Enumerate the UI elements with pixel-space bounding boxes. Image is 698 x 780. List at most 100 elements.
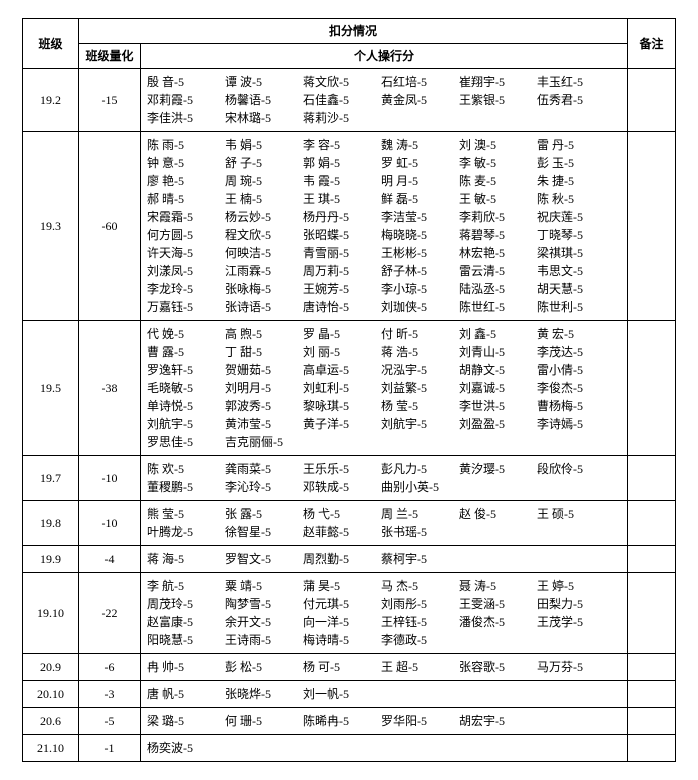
person-entry: 梅晓晓-5 [381, 226, 459, 244]
person-entry: 蒋文欣-5 [303, 73, 381, 91]
person-entry: 李沁玲-5 [225, 478, 303, 496]
quant-cell: -5 [79, 708, 141, 735]
table-row: 19.9-4蒋 海-5罗智文-5周烈勤-5蔡柯宇-5 [23, 546, 676, 573]
person-entry: 李 容-5 [303, 136, 381, 154]
person-entry: 粟 靖-5 [225, 577, 303, 595]
person-entry: 雷 丹-5 [537, 136, 615, 154]
person-entry: 郭波秀-5 [225, 397, 303, 415]
person-entry: 刘明月-5 [225, 379, 303, 397]
person-entry: 罗思佳-5 [147, 433, 225, 451]
header-deduction: 扣分情况 [79, 19, 628, 44]
person-entry: 刘雨彤-5 [381, 595, 459, 613]
person-entry: 王 婷-5 [537, 577, 615, 595]
person-entry: 高 煦-5 [225, 325, 303, 343]
person-entry: 刘一帆-5 [303, 685, 381, 703]
person-entry: 徐智星-5 [225, 523, 303, 541]
person-entry: 陈世利-5 [537, 298, 615, 316]
person-entry: 李龙玲-5 [147, 280, 225, 298]
person-entry: 刘 澳-5 [459, 136, 537, 154]
detail-cell: 熊 莹-5张 露-5杨 弋-5周 兰-5赵 俊-5王 硕-5叶腾龙-5徐智星-5… [141, 501, 628, 546]
table-row: 19.8-10熊 莹-5张 露-5杨 弋-5周 兰-5赵 俊-5王 硕-5叶腾龙… [23, 501, 676, 546]
person-entry: 杨 可-5 [303, 658, 381, 676]
person-entry: 林宏艳-5 [459, 244, 537, 262]
person-entry: 杨丹丹-5 [303, 208, 381, 226]
person-entry: 王 超-5 [381, 658, 459, 676]
person-entry: 王紫银-5 [459, 91, 537, 109]
person-entry: 唐诗怡-5 [303, 298, 381, 316]
quant-cell: -4 [79, 546, 141, 573]
person-entry: 程文欣-5 [225, 226, 303, 244]
person-entry: 李德政-5 [381, 631, 459, 649]
person-entry: 罗 晶-5 [303, 325, 381, 343]
detail-cell: 唐 帆-5张晓烨-5刘一帆-5 [141, 681, 628, 708]
note-cell [628, 573, 676, 654]
person-entry: 杨奕波-5 [147, 739, 225, 757]
person-entry: 张诗语-5 [225, 298, 303, 316]
person-entry: 李世洪-5 [459, 397, 537, 415]
person-entry: 舒 子-5 [225, 154, 303, 172]
person-entry: 伍秀君-5 [537, 91, 615, 109]
person-entry: 胡天慧-5 [537, 280, 615, 298]
detail-cell: 李 航-5粟 靖-5蒲 昊-5马 杰-5聂 涛-5王 婷-5周茂玲-5陶梦雪-5… [141, 573, 628, 654]
person-entry: 龚雨菜-5 [225, 460, 303, 478]
person-entry: 韦 霞-5 [303, 172, 381, 190]
person-entry: 阳晓慧-5 [147, 631, 225, 649]
table-row: 20.6-5梁 璐-5何 珊-5陈晞冉-5罗华阳-5胡宏宇-5 [23, 708, 676, 735]
person-entry: 何方圆-5 [147, 226, 225, 244]
quant-cell: -6 [79, 654, 141, 681]
table-row: 19.10-22李 航-5粟 靖-5蒲 昊-5马 杰-5聂 涛-5王 婷-5周茂… [23, 573, 676, 654]
person-entry: 罗智文-5 [225, 550, 303, 568]
person-entry: 钟 意-5 [147, 154, 225, 172]
person-entry: 杨云妙-5 [225, 208, 303, 226]
person-entry: 马 杰-5 [381, 577, 459, 595]
person-entry: 殷 音-5 [147, 73, 225, 91]
person-entry: 邓莉霞-5 [147, 91, 225, 109]
person-entry: 周烈勤-5 [303, 550, 381, 568]
person-entry: 邓轶成-5 [303, 478, 381, 496]
person-entry: 余开文-5 [225, 613, 303, 631]
person-entry: 雷小倩-5 [537, 361, 615, 379]
person-entry: 付元琪-5 [303, 595, 381, 613]
person-entry: 罗逸轩-5 [147, 361, 225, 379]
person-entry: 刘航宇-5 [147, 415, 225, 433]
person-entry: 舒子林-5 [381, 262, 459, 280]
person-entry: 蒋碧琴-5 [459, 226, 537, 244]
person-entry: 彭凡力-5 [381, 460, 459, 478]
note-cell [628, 735, 676, 762]
person-entry: 黎咏琪-5 [303, 397, 381, 415]
note-cell [628, 708, 676, 735]
person-entry: 刘漾凤-5 [147, 262, 225, 280]
table-row: 19.3-60陈 雨-5韦 娟-5李 容-5魏 涛-5刘 澳-5雷 丹-5钟 意… [23, 132, 676, 321]
table-row: 20.9-6冉 帅-5彭 松-5杨 可-5王 超-5张容歌-5马万芬-5 [23, 654, 676, 681]
note-cell [628, 69, 676, 132]
person-entry: 刘嘉诚-5 [459, 379, 537, 397]
person-entry: 何 珊-5 [225, 712, 303, 730]
person-entry: 王诗雨-5 [225, 631, 303, 649]
table-header: 班级 扣分情况 备注 班级量化 个人操行分 [23, 19, 676, 69]
person-entry: 蒲 昊-5 [303, 577, 381, 595]
person-entry: 郝 晴-5 [147, 190, 225, 208]
person-entry: 赵富康-5 [147, 613, 225, 631]
person-entry: 曹 露-5 [147, 343, 225, 361]
person-entry: 陈 秋-5 [537, 190, 615, 208]
person-entry: 张书瑶-5 [381, 523, 459, 541]
person-entry: 曹杨梅-5 [537, 397, 615, 415]
person-entry: 魏 涛-5 [381, 136, 459, 154]
person-entry: 明 月-5 [381, 172, 459, 190]
note-cell [628, 654, 676, 681]
person-entry: 贺姗茹-5 [225, 361, 303, 379]
person-entry: 李诗嫣-5 [537, 415, 615, 433]
person-entry: 段欣伶-5 [537, 460, 615, 478]
person-entry: 周万莉-5 [303, 262, 381, 280]
person-entry: 刘虹利-5 [303, 379, 381, 397]
table-row: 20.10-3唐 帆-5张晓烨-5刘一帆-5 [23, 681, 676, 708]
person-entry: 陈 雨-5 [147, 136, 225, 154]
person-entry: 刘 丽-5 [303, 343, 381, 361]
person-entry: 李俊杰-5 [537, 379, 615, 397]
person-entry: 黄子洋-5 [303, 415, 381, 433]
person-entry: 付 昕-5 [381, 325, 459, 343]
person-entry: 罗 虹-5 [381, 154, 459, 172]
person-entry: 张 露-5 [225, 505, 303, 523]
detail-cell: 蒋 海-5罗智文-5周烈勤-5蔡柯宇-5 [141, 546, 628, 573]
quant-cell: -60 [79, 132, 141, 321]
